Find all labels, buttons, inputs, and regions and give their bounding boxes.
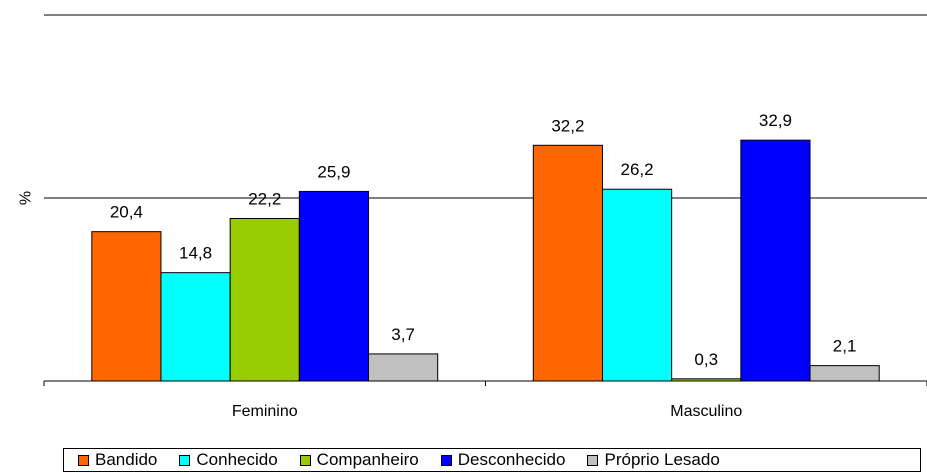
data-label: 0,3 — [694, 350, 718, 369]
legend-swatch — [299, 454, 311, 466]
bar-bandido-masculino — [532, 144, 603, 382]
legend-item: Bandido — [78, 450, 157, 470]
legend-swatch — [179, 454, 191, 466]
bar-chart: 20,4 14,8 22,2 25,9 3,7 32,2 26,2 0,3 32,9 2,1 Fe… — [18, 14, 927, 420]
data-label: 22,2 — [248, 189, 281, 208]
legend-item: Desconhecido — [440, 450, 566, 470]
data-label: 3,7 — [391, 325, 415, 344]
bar-desconhecido-masculino — [740, 139, 811, 382]
bar-próprio-lesado-feminino — [368, 353, 439, 382]
data-labels: 20,4 14,8 22,2 25,9 3,7 32,2 26,2 0,3 32,9 2,1 — [110, 111, 857, 369]
bar-bandido-feminino — [91, 231, 162, 382]
legend: Bandido Conhecido Companheiro Desconhecido P… — [63, 448, 921, 472]
bar-conhecido-masculino — [601, 188, 673, 382]
y-axis-title: % — [18, 191, 35, 205]
legend-label: Conhecido — [196, 450, 278, 469]
bar-companheiro-masculino — [671, 378, 742, 382]
data-label: 20,4 — [110, 203, 143, 222]
legend-label: Bandido — [95, 450, 158, 469]
data-label: 26,2 — [621, 160, 654, 179]
data-label: 25,9 — [317, 162, 350, 181]
category-tick-label: Masculino — [670, 403, 742, 420]
legend-label: Desconhecido — [457, 450, 566, 469]
legend-label: Companheiro — [316, 450, 419, 469]
legend-swatch — [78, 454, 89, 466]
axes — [43, 380, 927, 386]
data-label: 2,1 — [833, 337, 857, 356]
legend-label: Próprio Lesado — [604, 450, 720, 469]
data-label: 32,9 — [759, 111, 792, 130]
bar-conhecido-feminino — [160, 272, 231, 382]
bar-desconhecido-feminino — [298, 190, 370, 382]
data-label: 14,8 — [179, 244, 212, 263]
bar-próprio-lesado-masculino — [809, 365, 880, 382]
category-tick-labels: Feminino Masculino — [232, 403, 743, 420]
category-tick-label: Feminino — [232, 403, 298, 420]
data-label: 32,2 — [551, 116, 584, 135]
legend-item: Próprio Lesado — [587, 450, 720, 470]
legend-swatch — [440, 454, 452, 466]
bars — [91, 139, 880, 382]
legend-item: Conhecido — [179, 450, 278, 470]
bar-companheiro-feminino — [229, 217, 300, 382]
legend-item: Companheiro — [299, 450, 419, 470]
legend-swatch — [587, 454, 599, 466]
